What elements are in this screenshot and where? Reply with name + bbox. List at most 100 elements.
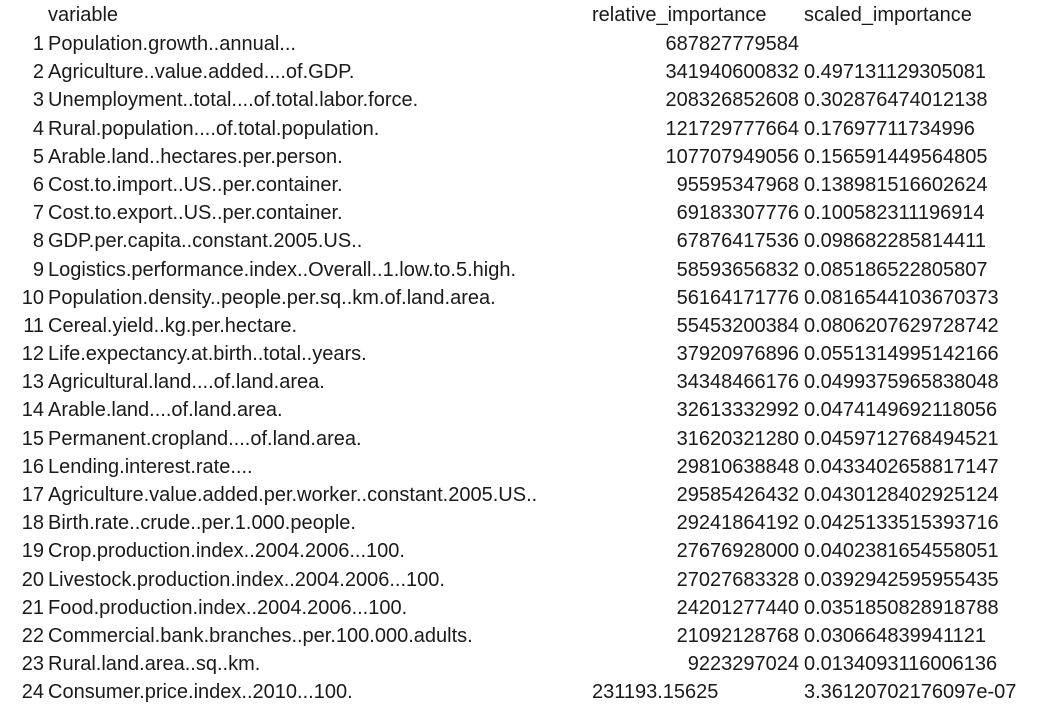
row-variable: Food.production.index..2004.2006...100. — [48, 596, 408, 619]
row-relative-importance: 67876417536 — [676, 230, 799, 253]
row-scaled-importance: 0.0551314995142166 — [804, 343, 999, 366]
row-relative-importance: 27676928000 — [676, 540, 799, 563]
row-relative-importance: 341940600832 — [665, 61, 799, 84]
row-index: 6 — [32, 173, 44, 196]
row-scaled-importance: 0.17697711734996 — [804, 117, 975, 140]
row-relative-importance: 231193.15625 — [592, 681, 719, 704]
row-relative-importance: 31620321280 — [676, 427, 799, 450]
row-scaled-importance: 0.030664839941121 — [804, 624, 987, 647]
table-row: 18 Birth.rate..crude..per.1.000.people. 29… — [0, 509, 1037, 537]
row-variable: Crop.production.index..2004.2006...100. — [48, 540, 405, 563]
row-relative-importance: 29810638848 — [676, 455, 799, 478]
row-scaled-importance: 0.098682285814411 — [804, 230, 987, 253]
row-variable: Arable.land..hectares.per.person. — [48, 145, 343, 168]
row-scaled-importance: 0.085186522805807 — [804, 258, 988, 281]
row-index: 23 — [21, 653, 44, 676]
table-row: 12 Life.expectancy.at.birth..total..years… — [0, 340, 1037, 368]
row-relative-importance: 32613332992 — [676, 399, 799, 422]
row-scaled-importance: 0.0816544103670373 — [804, 286, 999, 309]
row-variable: Commercial.bank.branches..per.100.000.ad… — [48, 624, 473, 647]
row-variable: Permanent.cropland....of.land.area. — [48, 427, 362, 450]
row-scaled-importance: 0.0433402658817147 — [804, 455, 999, 478]
row-scaled-importance: 0.0806207629728742 — [804, 314, 999, 337]
row-index: 9 — [32, 258, 44, 281]
row-variable: GDP.per.capita..constant.2005.US.. — [48, 230, 363, 253]
row-relative-importance: 34348466176 — [676, 371, 799, 394]
table-row: 10 Population.density..people.per.sq..km.… — [0, 284, 1037, 312]
row-scaled-importance: 0.0351850828918788 — [804, 596, 999, 619]
row-index: 4 — [32, 117, 44, 140]
row-index: 11 — [23, 314, 44, 337]
row-index: 13 — [21, 371, 44, 394]
row-index: 10 — [21, 286, 44, 309]
table-body: 1 Population.growth..annual... 68782777958… — [0, 30, 1037, 707]
row-index: 7 — [32, 202, 44, 225]
row-variable: Population.density..people.per.sq..km.of… — [48, 286, 496, 309]
row-index: 5 — [32, 145, 44, 168]
table-row: 6 Cost.to.import..US..per.container. 95595… — [0, 171, 1037, 199]
row-scaled-importance: 0.0459712768494521 — [804, 427, 999, 450]
row-variable: Agricultural.land....of.land.area. — [48, 371, 325, 394]
table-row: 13 Agricultural.land....of.land.area. 3434… — [0, 368, 1037, 396]
row-index: 24 — [21, 681, 44, 704]
row-relative-importance: 69183307776 — [676, 202, 799, 225]
table-row: 11 Cereal.yield..kg.per.hectare. 554532003… — [0, 312, 1037, 340]
row-variable: Rural.land.area..sq..km. — [48, 653, 261, 676]
row-variable: Rural.population....of.total.population. — [48, 117, 380, 140]
row-variable: Cost.to.import..US..per.container. — [48, 173, 343, 196]
table-row: 8 GDP.per.capita..constant.2005.US.. 67876… — [0, 227, 1037, 255]
table-row: 19 Crop.production.index..2004.2006...100… — [0, 537, 1037, 565]
row-scaled-importance: 0.0392942595955435 — [804, 568, 999, 591]
row-index: 19 — [21, 540, 44, 563]
header-variable: variable — [48, 4, 119, 26]
row-index: 21 — [21, 596, 44, 619]
table-row: 1 Population.growth..annual... 68782777958… — [0, 30, 1037, 58]
row-index: 14 — [21, 399, 44, 422]
row-variable: Life.expectancy.at.birth..total..years. — [48, 343, 367, 366]
header-relative-importance: relative_importance — [592, 4, 767, 26]
row-variable: Agriculture.value.added.per.worker..cons… — [48, 484, 538, 506]
table-row: 21 Food.production.index..2004.2006...100… — [0, 594, 1037, 622]
row-scaled-importance: 0.0499375965838048 — [804, 371, 999, 394]
row-relative-importance: 121729777664 — [665, 117, 799, 140]
row-index: 2 — [32, 61, 44, 84]
row-relative-importance: 27027683328 — [676, 568, 799, 591]
row-index: 15 — [21, 427, 44, 450]
row-relative-importance: 29585426432 — [676, 484, 799, 506]
row-variable: Logistics.performance.index..Overall..1.… — [48, 258, 517, 281]
row-index: 16 — [21, 455, 44, 478]
row-index: 8 — [32, 230, 44, 253]
row-scaled-importance: 0.138981516602624 — [804, 173, 988, 196]
row-relative-importance: 21092128768 — [676, 624, 799, 647]
table-row: 16 Lending.interest.rate.... 29810638848 0.… — [0, 453, 1037, 481]
table-row: 3 Unemployment..total....of.total.labor.f… — [0, 86, 1037, 114]
row-index: 3 — [32, 89, 44, 112]
row-scaled-importance: 0.497131129305081 — [804, 61, 987, 84]
row-variable: Agriculture..value.added....of.GDP. — [48, 61, 355, 84]
row-variable: Livestock.production.index..2004.2006...… — [48, 568, 445, 591]
table-row: 7 Cost.to.export..US..per.container. 69183… — [0, 199, 1037, 227]
row-relative-importance: 208326852608 — [665, 89, 799, 112]
row-relative-importance: 95595347968 — [676, 173, 799, 196]
row-scaled-importance: 0.302876474012138 — [804, 89, 988, 112]
row-scaled-importance: 0.156591449564805 — [804, 145, 988, 168]
row-index: 1 — [32, 33, 44, 55]
table-row: 17 Agriculture.value.added.per.worker..co… — [0, 481, 1037, 509]
row-relative-importance: 107707949056 — [665, 145, 799, 168]
table-row: 5 Arable.land..hectares.per.person. 107707… — [0, 143, 1037, 171]
row-index: 17 — [21, 484, 44, 506]
row-relative-importance: 37920976896 — [676, 343, 799, 366]
row-relative-importance: 29241864192 — [676, 512, 799, 535]
table-row: 9 Logistics.performance.index..Overall..1… — [0, 256, 1037, 284]
table-row: 4 Rural.population....of.total.population… — [0, 115, 1037, 143]
row-index: 22 — [21, 624, 44, 647]
row-scaled-importance: 0.0474149692118056 — [804, 399, 998, 422]
row-index: 20 — [21, 568, 44, 591]
row-variable: Birth.rate..crude..per.1.000.people. — [48, 512, 356, 535]
row-scaled-importance: 3.36120702176097e-07 — [804, 681, 1017, 704]
table-row: 14 Arable.land....of.land.area. 3261333299… — [0, 396, 1037, 424]
row-variable: Cost.to.export..US..per.container. — [48, 202, 343, 225]
header-scaled-importance: scaled_importance — [804, 4, 972, 26]
table-row: 20 Livestock.production.index..2004.2006.… — [0, 566, 1037, 594]
